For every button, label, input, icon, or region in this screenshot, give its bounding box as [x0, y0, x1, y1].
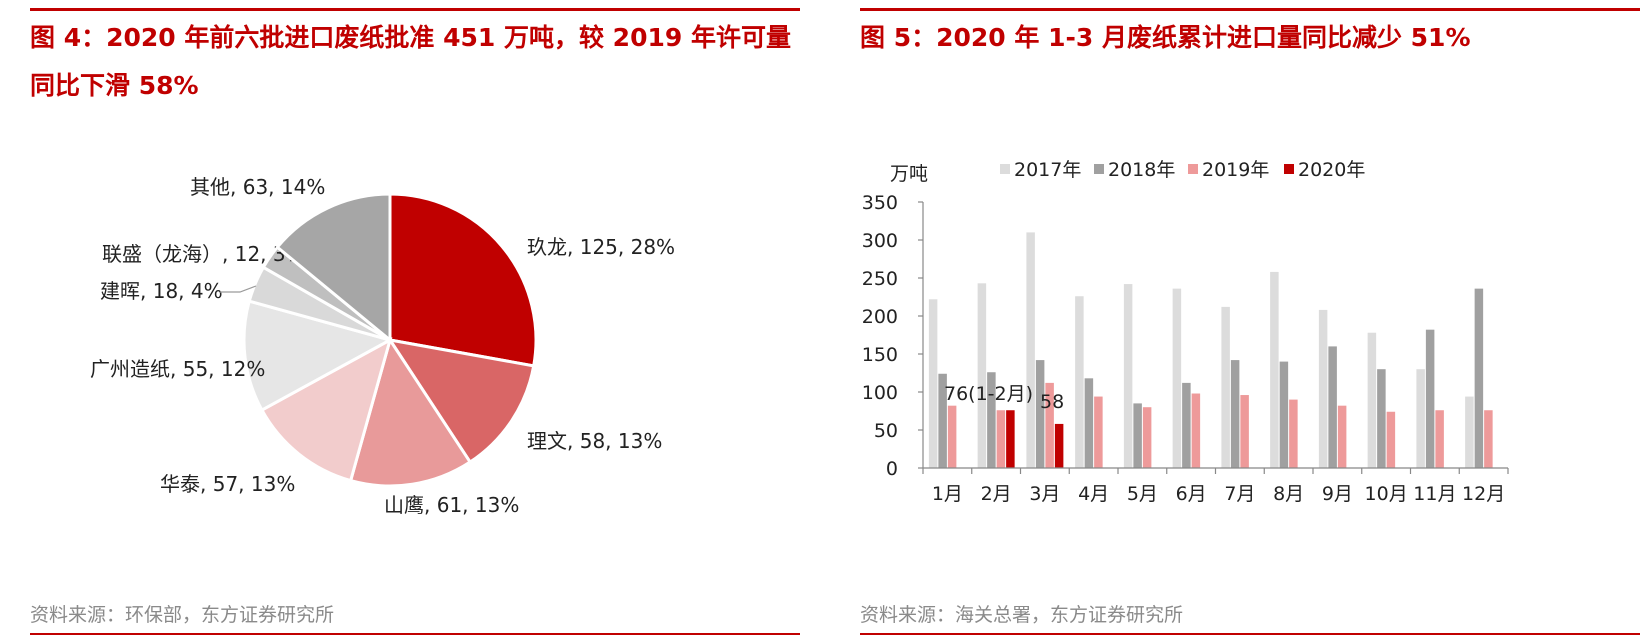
legend-label: 2020年: [1298, 159, 1365, 181]
x-tick-label: 7月: [1224, 483, 1255, 505]
bar: [1337, 405, 1347, 468]
legend-label: 2018年: [1108, 159, 1175, 181]
y-axis-unit-label: 万吨: [890, 163, 928, 185]
pie-chart: 玖龙, 125, 28% 理文, 58, 13% 山鹰, 61, 13% 华泰, 57…: [90, 175, 675, 517]
bar: [1084, 378, 1094, 468]
x-tick-label: 5月: [1127, 483, 1158, 505]
x-tick-label: 10月: [1365, 483, 1408, 505]
y-tick-label: 200: [862, 306, 898, 328]
left-source-note: 资料来源：环保部，东方证券研究所: [30, 604, 335, 626]
bar: [1279, 361, 1289, 468]
bottom-red-rule: [30, 633, 800, 635]
bar: [1377, 369, 1386, 468]
pie-slice-label: 广州造纸, 55, 12%: [90, 357, 265, 381]
bottom-red-rule: [860, 633, 1640, 635]
bar: [1035, 360, 1045, 468]
bar: [996, 410, 1006, 468]
pie-slice-label: 玖龙, 125, 28%: [527, 235, 675, 259]
bar: [1221, 306, 1230, 468]
right-figure-panel: 图 5：2020 年 1-3 月废纸累计进口量同比减少 51% 万吨 0 50 100…: [860, 0, 1640, 642]
left-figure-title: 图 4：2020 年前六批进口废纸批准 451 万吨，较 2019 年许可量同比…: [30, 23, 791, 100]
bar: [1054, 423, 1064, 468]
bar: [928, 299, 938, 468]
bar: [1182, 382, 1191, 468]
bar: [1230, 360, 1240, 468]
bar: [1425, 329, 1435, 468]
pie-slice-label: 其他, 63, 14%: [190, 175, 325, 199]
legend-swatch: [1094, 164, 1104, 174]
bar: [1474, 288, 1484, 468]
bar: [1270, 271, 1279, 468]
bar: [1133, 403, 1142, 468]
bar-chart: 万吨 0 50 100 150 200 250 300 350 1月 2月 3月 4月 5月 6月 7月 8月 9…: [862, 159, 1509, 505]
legend-label: 2019年: [1202, 159, 1269, 181]
bar: [1484, 410, 1493, 468]
x-tick-label: 12月: [1462, 483, 1505, 505]
pie-slice-label: 理文, 58, 13%: [527, 429, 662, 453]
pie-slice: [388, 192, 538, 368]
x-tick-label: 6月: [1176, 483, 1207, 505]
bar: [1465, 396, 1474, 468]
x-tick-label: 11月: [1413, 483, 1456, 505]
y-tick-label: 300: [862, 230, 898, 252]
y-tick-label: 50: [874, 420, 898, 442]
top-red-rule: [30, 8, 800, 11]
pie-slice: [386, 337, 536, 465]
bar: [1416, 369, 1425, 468]
bar: [1191, 393, 1201, 468]
x-tick-label: 1月: [932, 483, 963, 505]
legend-swatch: [1284, 164, 1294, 174]
bar: [1026, 232, 1035, 468]
top-red-rule: [860, 8, 1640, 11]
x-tick-label: 8月: [1273, 483, 1304, 505]
bar: [1094, 396, 1103, 468]
bar: [1142, 407, 1152, 468]
bar: [1172, 288, 1182, 468]
data-label: 58: [1040, 391, 1064, 413]
x-tick-label: 3月: [1029, 483, 1060, 505]
pie-slice-label: 华泰, 57, 13%: [160, 472, 295, 496]
bar: [1435, 410, 1444, 468]
y-tick-label: 100: [862, 382, 898, 404]
bar: [938, 373, 947, 468]
bar: [1123, 284, 1133, 468]
pie-leader-line: [220, 285, 257, 293]
bar: [1075, 296, 1084, 468]
data-label: 76(1-2月): [944, 383, 1033, 405]
y-tick-label: 250: [862, 268, 898, 290]
y-tick-label: 150: [862, 344, 898, 366]
legend-swatch: [1000, 164, 1010, 174]
left-figure-panel: 图 4：2020 年前六批进口废纸批准 451 万吨，较 2019 年许可量同比…: [30, 0, 800, 642]
bar: [1367, 332, 1377, 468]
legend-swatch: [1188, 164, 1198, 174]
x-tick-label: 9月: [1322, 483, 1353, 505]
bar: [977, 283, 987, 468]
bar: [1006, 410, 1015, 468]
right-figure-title: 图 5：2020 年 1-3 月废纸累计进口量同比减少 51%: [860, 23, 1471, 52]
bar: [987, 372, 996, 468]
pie-slice-label: 联盛（龙海）, 12, 3%: [102, 242, 305, 266]
pie-slice: [275, 192, 392, 344]
bar: [1386, 411, 1396, 468]
pie-slice: [259, 336, 393, 483]
right-source-note: 资料来源：海关总署，东方证券研究所: [860, 604, 1184, 626]
y-tick-label: 350: [862, 192, 898, 214]
y-tick-label: 0: [886, 458, 898, 480]
legend-label: 2017年: [1014, 159, 1081, 181]
x-tick-label: 2月: [981, 483, 1012, 505]
bar: [1318, 309, 1328, 468]
pie-slice: [242, 299, 394, 413]
pie-slice-label: 山鹰, 61, 13%: [384, 493, 519, 517]
bar: [1240, 395, 1249, 468]
pie-slice-label: 建晖, 18, 4%: [100, 279, 223, 303]
bar: [947, 405, 957, 468]
bar: [1045, 382, 1054, 468]
bar: [1289, 399, 1298, 468]
x-tick-label: 4月: [1078, 483, 1109, 505]
bar: [1328, 346, 1337, 468]
